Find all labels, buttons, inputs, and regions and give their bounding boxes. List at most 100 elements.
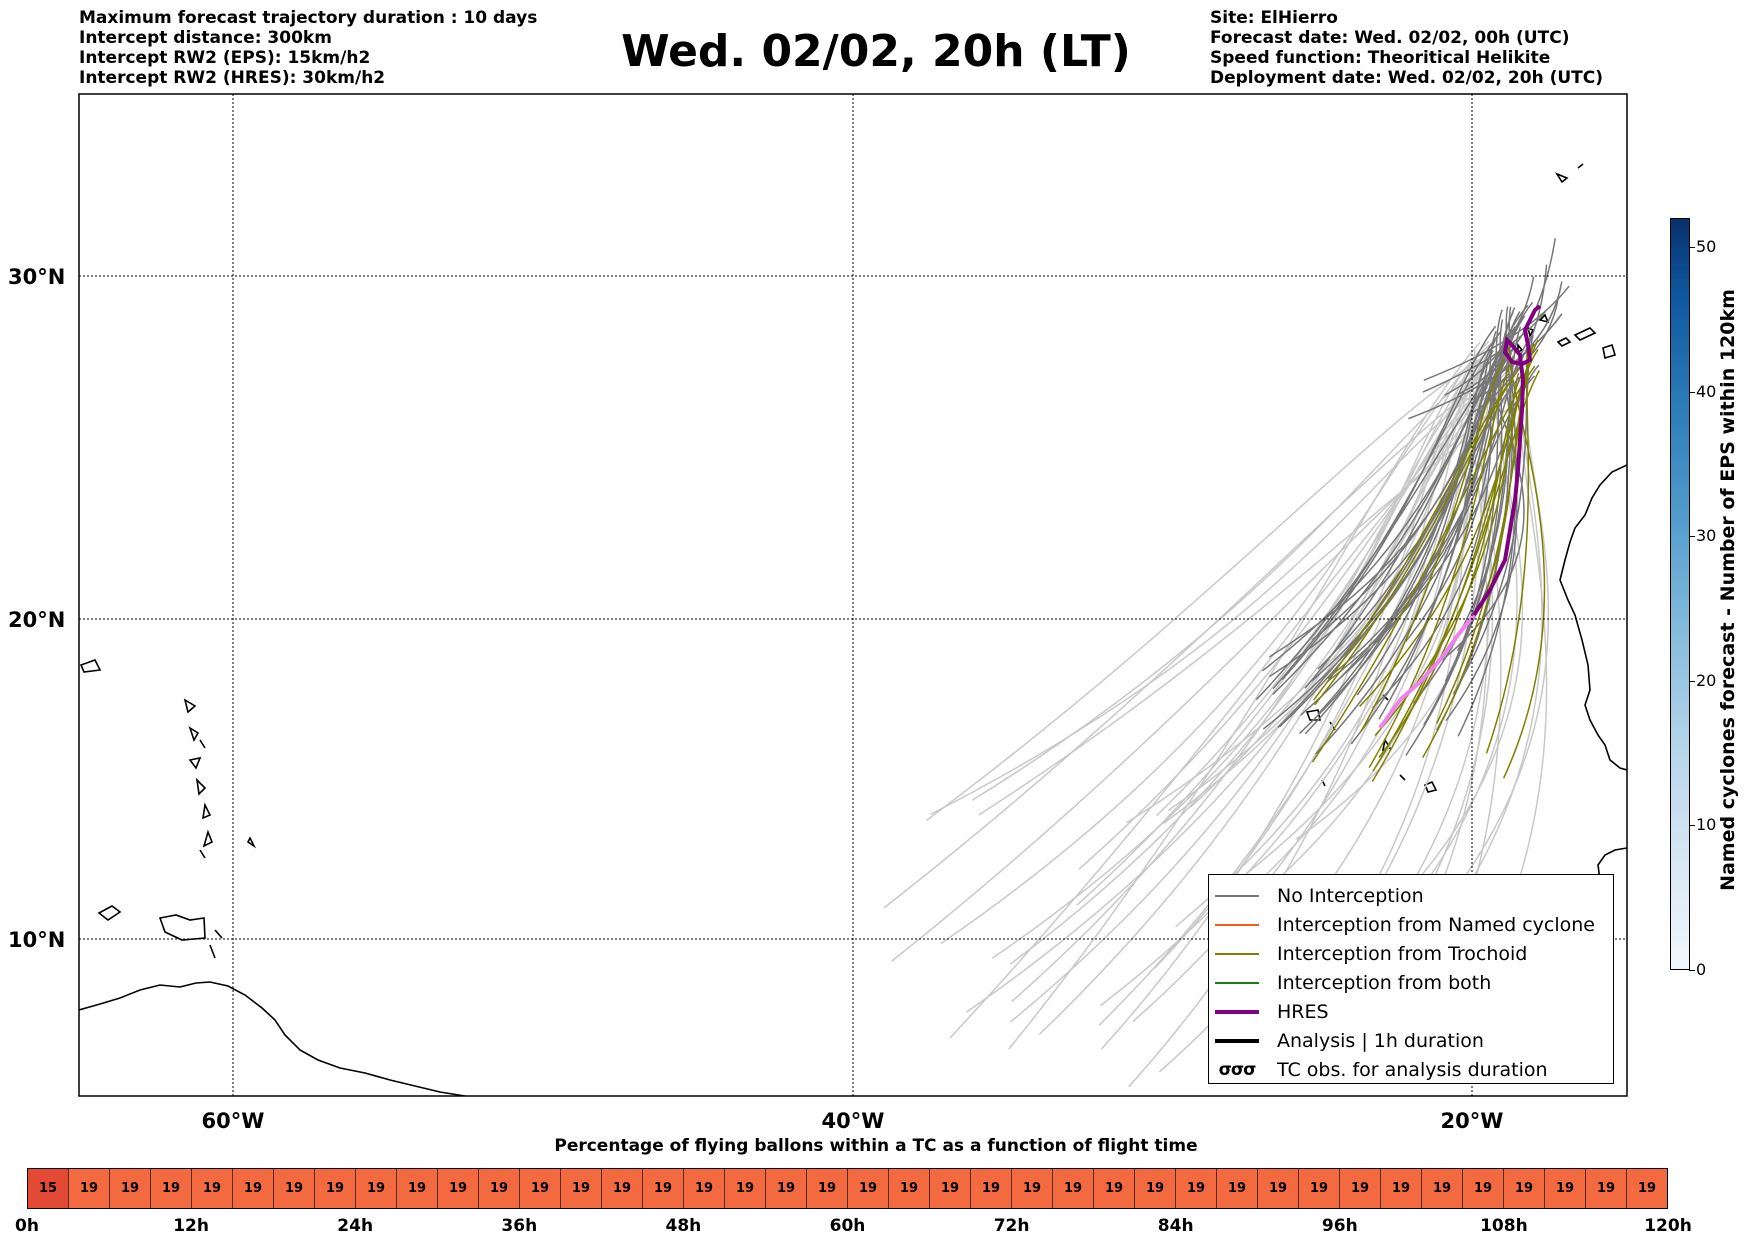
ensemble-trajectory — [925, 357, 1482, 822]
ensemble-trajectory — [1008, 341, 1481, 1050]
madeira-islands — [1555, 163, 1584, 184]
legend-label: Interception from Named cyclone — [1277, 913, 1595, 936]
timeline-label: 12h — [173, 1216, 209, 1236]
header-left-line: Intercept RW2 (HRES): 30km/h2 — [79, 68, 386, 88]
header-right-line: Site: ElHierro — [1210, 8, 1338, 28]
no-interception-trajectory — [1281, 325, 1497, 680]
ensemble-trajectory — [971, 344, 1508, 801]
colorbar-label: Named cyclones forecast - Number of EPS … — [1717, 289, 1739, 891]
timeline-label: 120h — [1644, 1216, 1692, 1236]
legend-label: HRES — [1277, 1000, 1329, 1023]
legend-item-named-cyclone: Interception from Named cyclone — [1215, 910, 1607, 939]
colorbar-tick-mark — [1689, 391, 1695, 393]
timeline-cell: 19 — [356, 1169, 397, 1208]
legend-item-no-interception: No Interception — [1215, 881, 1607, 910]
timeline-cell: 19 — [1545, 1169, 1586, 1208]
timeline-label: 108h — [1480, 1216, 1528, 1236]
ensemble-trajectory — [1078, 386, 1489, 870]
no-interception-trajectory — [1371, 330, 1497, 709]
no-interception-trajectory — [1272, 304, 1529, 695]
timeline-cell: 19 — [1586, 1169, 1627, 1208]
ensemble-trajectory — [1255, 398, 1481, 885]
no-interception-trajectory — [1478, 298, 1559, 398]
timeline-cell: 19 — [1094, 1169, 1135, 1208]
no-interception-trajectory — [1405, 309, 1503, 643]
timeline-cell: 19 — [315, 1169, 356, 1208]
lon-label: 20°W — [1441, 1109, 1504, 1133]
page-title: Wed. 02/02, 20h (LT) — [621, 26, 1131, 77]
olive-line-icon — [1215, 952, 1259, 955]
timeline-cell: 19 — [684, 1169, 725, 1208]
header-right-line: Deployment date: Wed. 02/02, 20h (UTC) — [1210, 68, 1604, 88]
timeline-cell: 19 — [930, 1169, 971, 1208]
timeline-title: Percentage of flying ballons within a TC… — [554, 1136, 1198, 1156]
legend-item-hres: HRES — [1215, 997, 1607, 1026]
timeline-cell: 19 — [1381, 1169, 1422, 1208]
header-right-line: Speed function: Theoritical Helikite — [1210, 48, 1551, 68]
timeline-label: 60h — [829, 1216, 866, 1236]
ensemble-trajectory — [891, 389, 1521, 962]
ensemble-trajectory — [940, 339, 1496, 945]
timeline-cell: 19 — [1012, 1169, 1053, 1208]
hres-track-early — [1378, 613, 1476, 730]
colorbar-tick-label: 20 — [1696, 670, 1717, 690]
timeline-bar: 15 19 19 19 19 19 19 19 19 19 19 19 19 19 19 19 19 19 19 19… — [27, 1168, 1668, 1209]
trochoid-trajectory — [1313, 379, 1513, 701]
timeline-label: 84h — [1157, 1216, 1194, 1236]
no-interception-trajectory — [1478, 281, 1563, 388]
timeline-cell: 19 — [1135, 1169, 1176, 1208]
no-interception-trajectory — [1423, 285, 1570, 381]
caribbean-islands — [79, 659, 257, 959]
colorbar-tick-label: 40 — [1696, 381, 1717, 401]
no-interception-trajectory — [1408, 313, 1563, 420]
timeline-cell: 19 — [1422, 1169, 1463, 1208]
ensemble-trajectory — [1009, 348, 1491, 965]
legend-label: Interception from both — [1277, 971, 1492, 994]
timeline-cell: 19 — [151, 1169, 192, 1208]
timeline-label: 48h — [665, 1216, 702, 1236]
legend-item-analysis: Analysis | 1h duration — [1215, 1026, 1607, 1055]
no-interception-trajectory — [1350, 339, 1497, 745]
legend-label: No Interception — [1277, 884, 1424, 907]
timeline-cell: 19 — [1053, 1169, 1094, 1208]
timeline-cell: 19 — [110, 1169, 151, 1208]
timeline-cell: 19 — [848, 1169, 889, 1208]
hres-trajectory — [1378, 304, 1542, 730]
ensemble-trajectory — [949, 355, 1525, 1039]
colorbar-tick-label: 10 — [1696, 815, 1717, 835]
south-america-coast — [79, 981, 466, 1096]
trochoid-trajectory — [1502, 347, 1546, 779]
timeline-label: 72h — [993, 1216, 1030, 1236]
timeline-cell: 19 — [561, 1169, 602, 1208]
no-interception-trajectory — [1255, 343, 1513, 701]
coastlines — [79, 163, 1627, 1096]
header-left-line: Intercept RW2 (EPS): 15km/h2 — [79, 48, 371, 68]
gray-line-icon — [1215, 894, 1259, 897]
header-right-info: Site: ElHierro Forecast date: Wed. 02/02… — [1210, 8, 1603, 88]
orange-line-icon — [1215, 923, 1259, 926]
legend-label: Interception from Trochoid — [1277, 942, 1528, 965]
green-line-icon — [1215, 981, 1259, 984]
timeline-cell: 19 — [479, 1169, 520, 1208]
header-right-line: Forecast date: Wed. 02/02, 00h (UTC) — [1210, 28, 1570, 48]
trochoid-trajectory — [1372, 370, 1541, 772]
no-interception-trajectories — [1255, 238, 1570, 756]
timeline-label: 36h — [501, 1216, 538, 1236]
lon-label: 40°W — [822, 1109, 885, 1133]
colorbar-tick-mark — [1689, 680, 1695, 682]
timeline-cell: 19 — [1340, 1169, 1381, 1208]
colorbar — [1670, 218, 1690, 970]
legend-item-tc-obs: σσσ TC obs. for analysis duration — [1215, 1055, 1607, 1084]
latitude-labels: 30°N 20°N 10°N — [8, 265, 65, 952]
no-interception-trajectory — [1458, 238, 1556, 395]
timeline-cell: 19 — [807, 1169, 848, 1208]
timeline-label: 0h — [15, 1216, 39, 1236]
timeline-cell: 19 — [1627, 1169, 1667, 1208]
timeline-cell: 15 — [28, 1169, 69, 1208]
header-left-info: Maximum forecast trajectory duration : 1… — [79, 8, 537, 88]
trochoid-trajectory — [1314, 363, 1524, 706]
purple-thick-line-icon — [1215, 1009, 1259, 1014]
legend-label: Analysis | 1h duration — [1277, 1029, 1484, 1052]
timeline-cell: 19 — [725, 1169, 766, 1208]
lat-label: 10°N — [8, 928, 65, 952]
